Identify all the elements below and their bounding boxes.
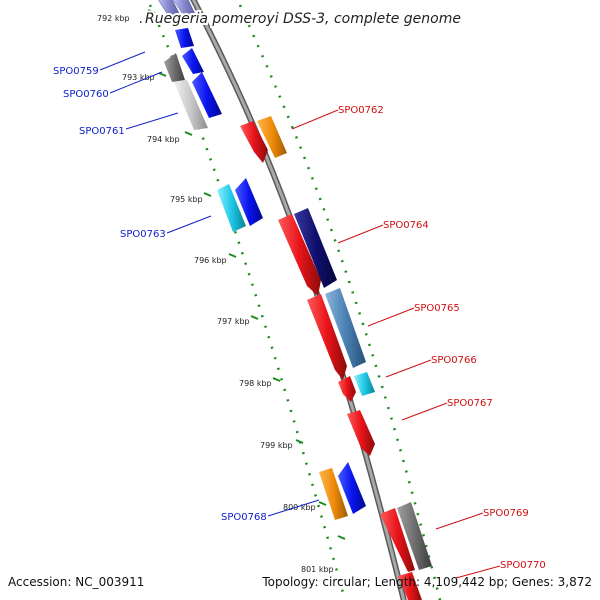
gene-arrow[interactable]: [192, 72, 222, 118]
gene-arrow[interactable]: [175, 28, 194, 48]
gene-arrow[interactable]: [398, 572, 422, 600]
gene-arrow[interactable]: [347, 410, 375, 456]
gene-label-SPO0765[interactable]: SPO0765: [414, 303, 460, 314]
gene-arrow[interactable]: [278, 214, 321, 296]
kbp-label-799: 799 kbp: [260, 441, 293, 450]
gene-label-SPO0769[interactable]: SPO0769: [483, 508, 529, 519]
kbp-label-793: 793 kbp: [122, 73, 155, 82]
kbp-label-794: 794 kbp: [147, 135, 180, 144]
kbp-label-797: 797 kbp: [217, 317, 250, 326]
reverse-genes: [240, 116, 432, 600]
gene-arrow[interactable]: [155, 0, 181, 16]
gene-label-SPO0766[interactable]: SPO0766: [431, 355, 477, 366]
kbp-label-796: 796 kbp: [194, 256, 227, 265]
gene-label-SPO0763[interactable]: SPO0763: [120, 229, 166, 240]
gene-arrow[interactable]: [294, 208, 337, 288]
map-title-dot: .: [139, 11, 143, 27]
leader-lines-forward: [99, 51, 320, 517]
gene-label-SPO0759[interactable]: SPO0759: [53, 66, 99, 77]
tick-marks: [147, 9, 346, 540]
gene-arrow[interactable]: [164, 53, 185, 82]
gene-label-SPO0761[interactable]: SPO0761: [79, 126, 125, 137]
map-title: Ruegeria pomeroyi DSS-3, complete genome: [145, 11, 461, 27]
kbp-label-800: 800 kbp: [283, 503, 316, 512]
gene-arrow[interactable]: [380, 508, 415, 572]
kbp-label-795: 795 kbp: [170, 195, 203, 204]
gene-label-SPO0770[interactable]: SPO0770: [500, 560, 546, 571]
gene-arrow[interactable]: [182, 48, 204, 74]
leader-lines-reverse: [291, 109, 501, 579]
kbp-label-798: 798 kbp: [239, 379, 272, 388]
gene-arrow[interactable]: [325, 288, 366, 368]
forward-genes: [155, 0, 366, 520]
kbp-label-801: 801 kbp: [301, 565, 334, 574]
gene-arrow[interactable]: [319, 468, 348, 520]
gene-arrow[interactable]: [174, 80, 208, 130]
gene-arrow[interactable]: [170, 0, 197, 17]
gene-arrow[interactable]: [354, 372, 375, 396]
gene-arrow[interactable]: [257, 116, 287, 158]
kbp-label-792: 792 kbp: [97, 14, 130, 23]
gene-arrow[interactable]: [338, 462, 366, 514]
accession-text: Accession: NC_003911: [8, 575, 145, 589]
gene-arrow[interactable]: [338, 376, 356, 402]
gene-arrow[interactable]: [307, 294, 347, 380]
topology-text: Topology: circular; Length: 4,109,442 bp…: [262, 575, 592, 589]
gene-arrow[interactable]: [217, 184, 246, 232]
gene-arrow[interactable]: [235, 178, 263, 226]
gene-label-SPO0762[interactable]: SPO0762: [338, 105, 384, 116]
gene-label-SPO0760[interactable]: SPO0760: [63, 89, 109, 100]
gene-label-SPO0764[interactable]: SPO0764: [383, 220, 429, 231]
gene-arrow[interactable]: [240, 121, 268, 163]
gene-label-SPO0768[interactable]: SPO0768: [221, 512, 267, 523]
gene-label-SPO0767[interactable]: SPO0767: [447, 398, 493, 409]
gene-arrow[interactable]: [397, 502, 432, 570]
